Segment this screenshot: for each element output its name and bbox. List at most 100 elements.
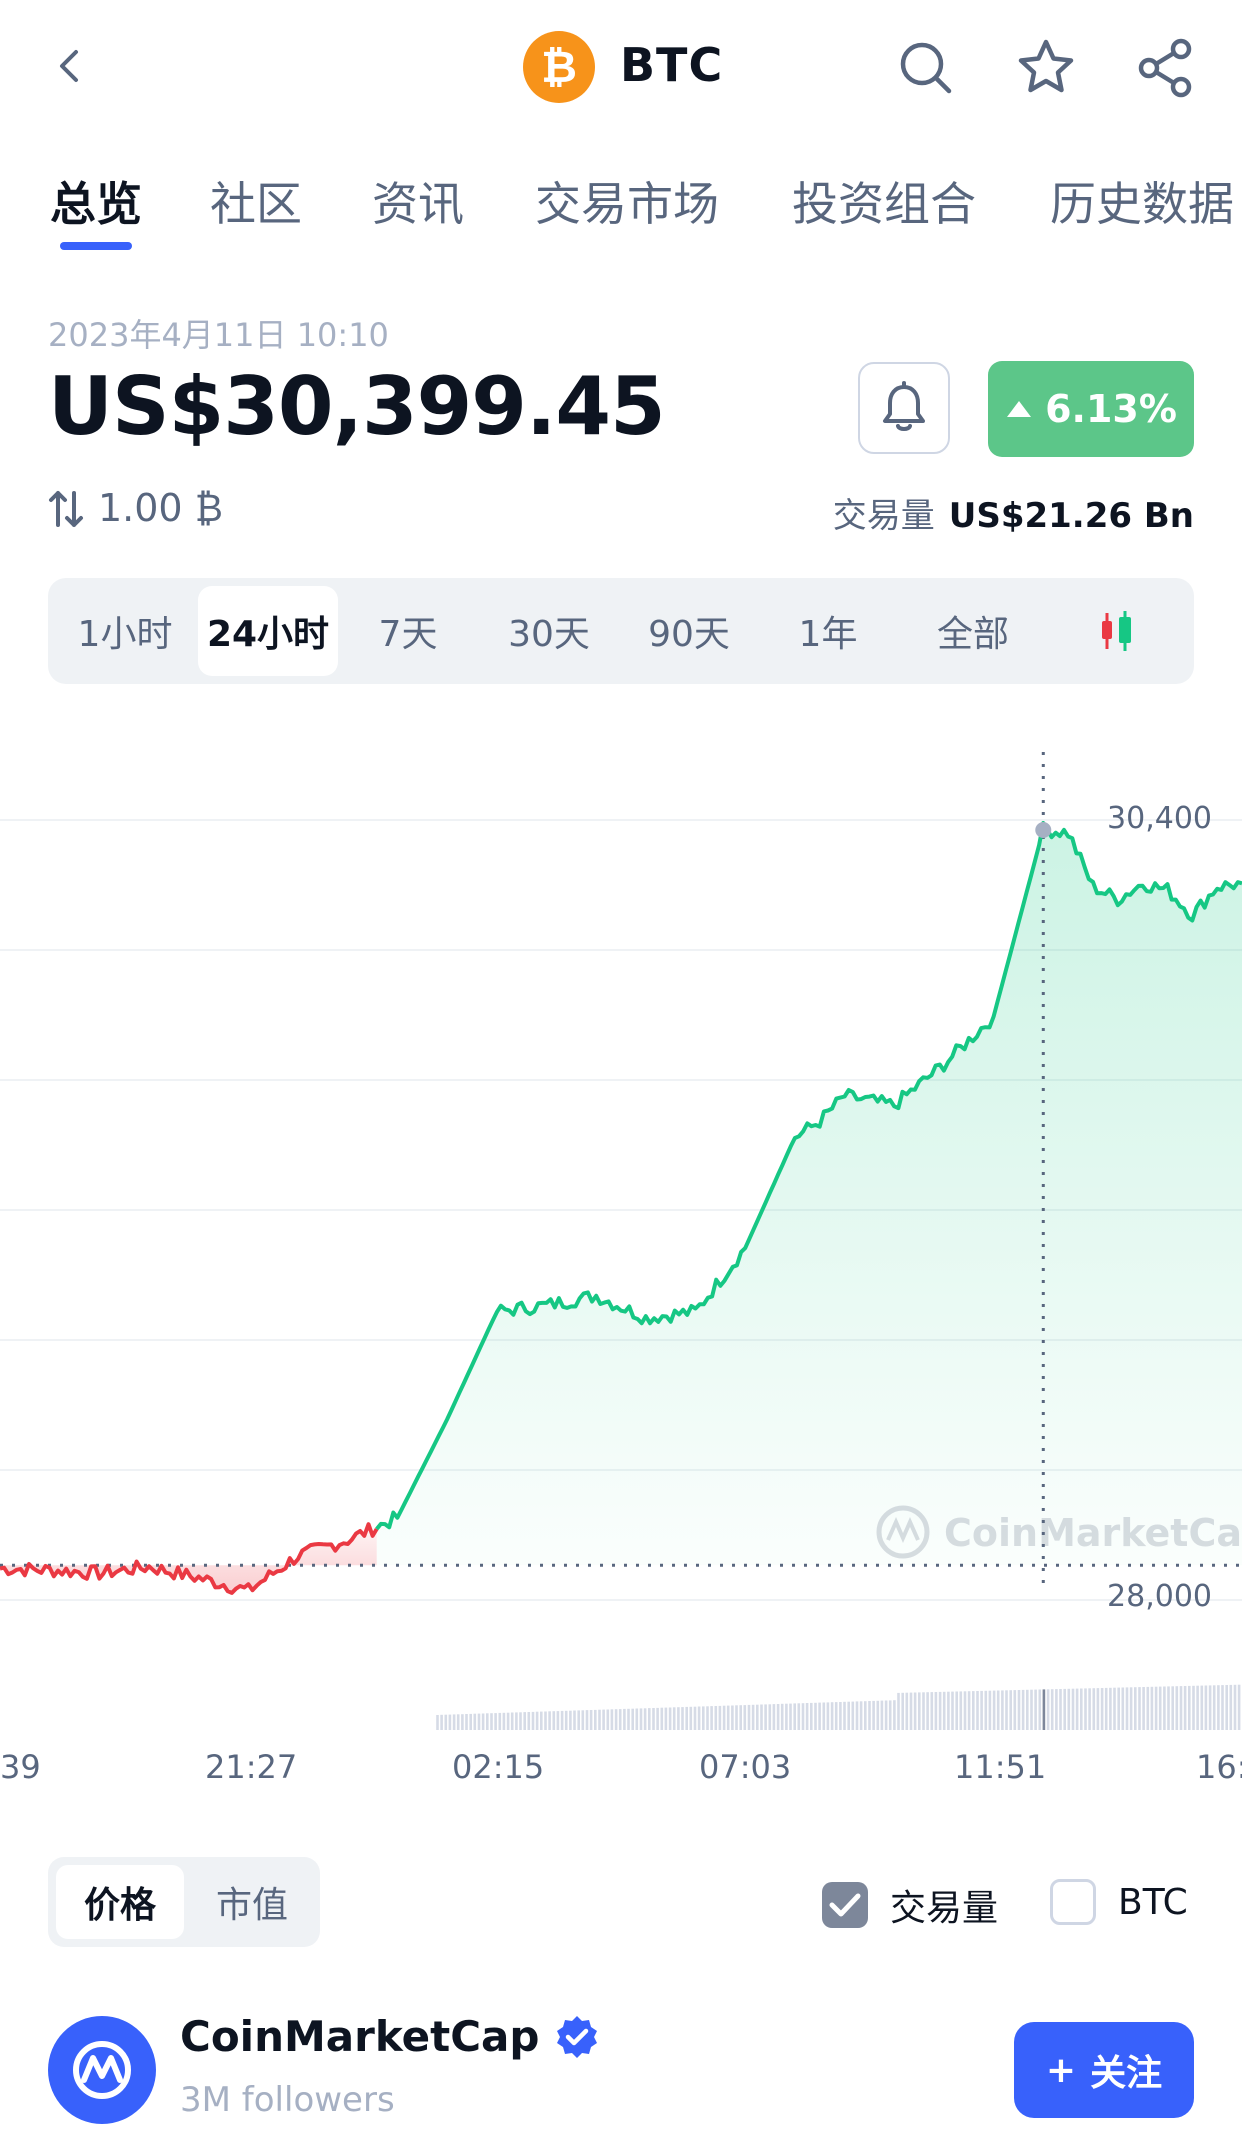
candlestick-toggle[interactable] [1068, 586, 1164, 676]
search-button[interactable] [890, 32, 962, 104]
range-90d[interactable]: 90天 [648, 614, 730, 655]
volume-bar [602, 1709, 605, 1730]
volume-bar [947, 1691, 950, 1730]
back-button[interactable] [40, 36, 100, 96]
profile-name: CoinMarketCap [180, 2012, 540, 2061]
search-icon [900, 42, 952, 94]
checkmark-icon [829, 1893, 861, 1917]
chart-metric-selector: 价格 市值 [48, 1857, 320, 1947]
metric-market-cap[interactable]: 市值 [215, 1885, 288, 1926]
volume-bar [1005, 1690, 1008, 1730]
volume-bar [1075, 1688, 1079, 1730]
volume-bar [656, 1707, 659, 1730]
volume-bar [1142, 1687, 1145, 1730]
volume-bar [1113, 1687, 1116, 1730]
volume-bar [756, 1704, 759, 1730]
profile-name-row[interactable]: CoinMarketCap [180, 2012, 601, 2061]
volume-bar [843, 1701, 846, 1730]
volume-bars [436, 1684, 1241, 1730]
share-button[interactable] [1130, 32, 1202, 104]
volume-bar [552, 1711, 556, 1730]
volume-bar [631, 1708, 634, 1730]
watermark: CoinMarketCap [876, 1505, 1242, 1559]
volume-bar [859, 1701, 863, 1730]
volume-bar [697, 1706, 701, 1730]
volume-bar [1067, 1688, 1071, 1730]
volume-bar [473, 1713, 477, 1730]
tab-news[interactable]: 资讯 [372, 177, 464, 231]
range-all[interactable]: 全部 [936, 614, 1009, 655]
price-alert-button[interactable] [858, 362, 950, 454]
volume-bar [714, 1706, 718, 1730]
x-tick-6: 16: [1196, 1748, 1242, 1786]
volume-summary: 交易量 US$21.26 Bn [833, 488, 1194, 537]
btc-toggle[interactable]: BTC [1050, 1879, 1188, 1925]
volume-bar [506, 1712, 510, 1730]
range-30d[interactable]: 30天 [508, 614, 590, 655]
volume-bar [776, 1704, 780, 1730]
volume-checkbox[interactable] [822, 1882, 868, 1928]
volume-bar [515, 1712, 518, 1730]
btc-checkbox[interactable] [1050, 1879, 1096, 1925]
conversion-row[interactable]: 1.00 ₿ [48, 486, 223, 531]
volume-bar [992, 1690, 996, 1730]
swap-arrows-icon [49, 490, 83, 527]
range-1y[interactable]: 1年 [798, 614, 858, 655]
volume-bar [448, 1714, 452, 1730]
volume-bar [1179, 1686, 1183, 1730]
watchlist-star-button[interactable] [1010, 32, 1082, 104]
volume-bar [548, 1711, 551, 1730]
tab-overview[interactable]: 总览 [50, 177, 142, 231]
volume-bar [465, 1714, 468, 1730]
volume-bar [693, 1706, 697, 1730]
volume-bar [614, 1709, 618, 1730]
volume-bar [868, 1701, 871, 1730]
volume-bar [1055, 1689, 1058, 1730]
volume-bar [905, 1692, 909, 1730]
tab-historical-data[interactable]: 历史数据 [1050, 177, 1234, 231]
volume-bar [1109, 1687, 1112, 1730]
volume-bar [1175, 1686, 1179, 1730]
volume-bar [606, 1709, 610, 1730]
metric-price[interactable]: 价格 [56, 1865, 184, 1939]
tab-markets[interactable]: 交易市场 [535, 177, 719, 231]
volume-bar [1100, 1688, 1104, 1730]
back-chevron-icon [60, 50, 78, 82]
volume-bar [681, 1707, 684, 1730]
x-tick-4: 07:03 [699, 1748, 792, 1786]
volume-bar [648, 1708, 651, 1730]
x-tick-1: 39 [0, 1748, 41, 1786]
price-chart[interactable]: CoinMarketCap 30,400 28,000 [0, 740, 1242, 1730]
volume-bar [1017, 1690, 1021, 1730]
volume-bar [938, 1691, 942, 1730]
volume-bar [452, 1714, 456, 1730]
volume-bar [747, 1704, 751, 1730]
volume-bar [1125, 1687, 1129, 1730]
range-24h[interactable]: 24小时 [198, 586, 338, 676]
volume-bar [1163, 1686, 1166, 1730]
volume-bar [897, 1692, 900, 1730]
price-change-value: 6.13% [1045, 387, 1177, 431]
avatar[interactable] [48, 2016, 156, 2124]
follow-button[interactable]: + 关注 [1014, 2022, 1194, 2118]
range-7d[interactable]: 7天 [378, 614, 438, 655]
volume-bar [1013, 1690, 1017, 1730]
hover-point [1035, 822, 1052, 838]
volume-value: US$21.26 Bn [948, 496, 1194, 536]
volume-bar [585, 1710, 589, 1730]
volume-toggle[interactable]: 交易量 [822, 1879, 998, 1931]
range-1h[interactable]: 1小时 [77, 614, 173, 655]
volume-bar [1080, 1688, 1083, 1730]
volume-bar [726, 1705, 730, 1730]
volume-bar [785, 1703, 788, 1730]
volume-bar [718, 1705, 722, 1730]
volume-bar [810, 1702, 813, 1730]
volume-bar [531, 1711, 535, 1730]
tab-community[interactable]: 社区 [210, 177, 302, 231]
tab-portfolio[interactable]: 投资组合 [792, 177, 976, 231]
volume-bar [976, 1691, 979, 1730]
btc-logo-icon: ₿ [523, 31, 595, 103]
volume-bar [984, 1690, 988, 1730]
volume-bar [772, 1704, 776, 1730]
volume-bar [1221, 1685, 1224, 1730]
